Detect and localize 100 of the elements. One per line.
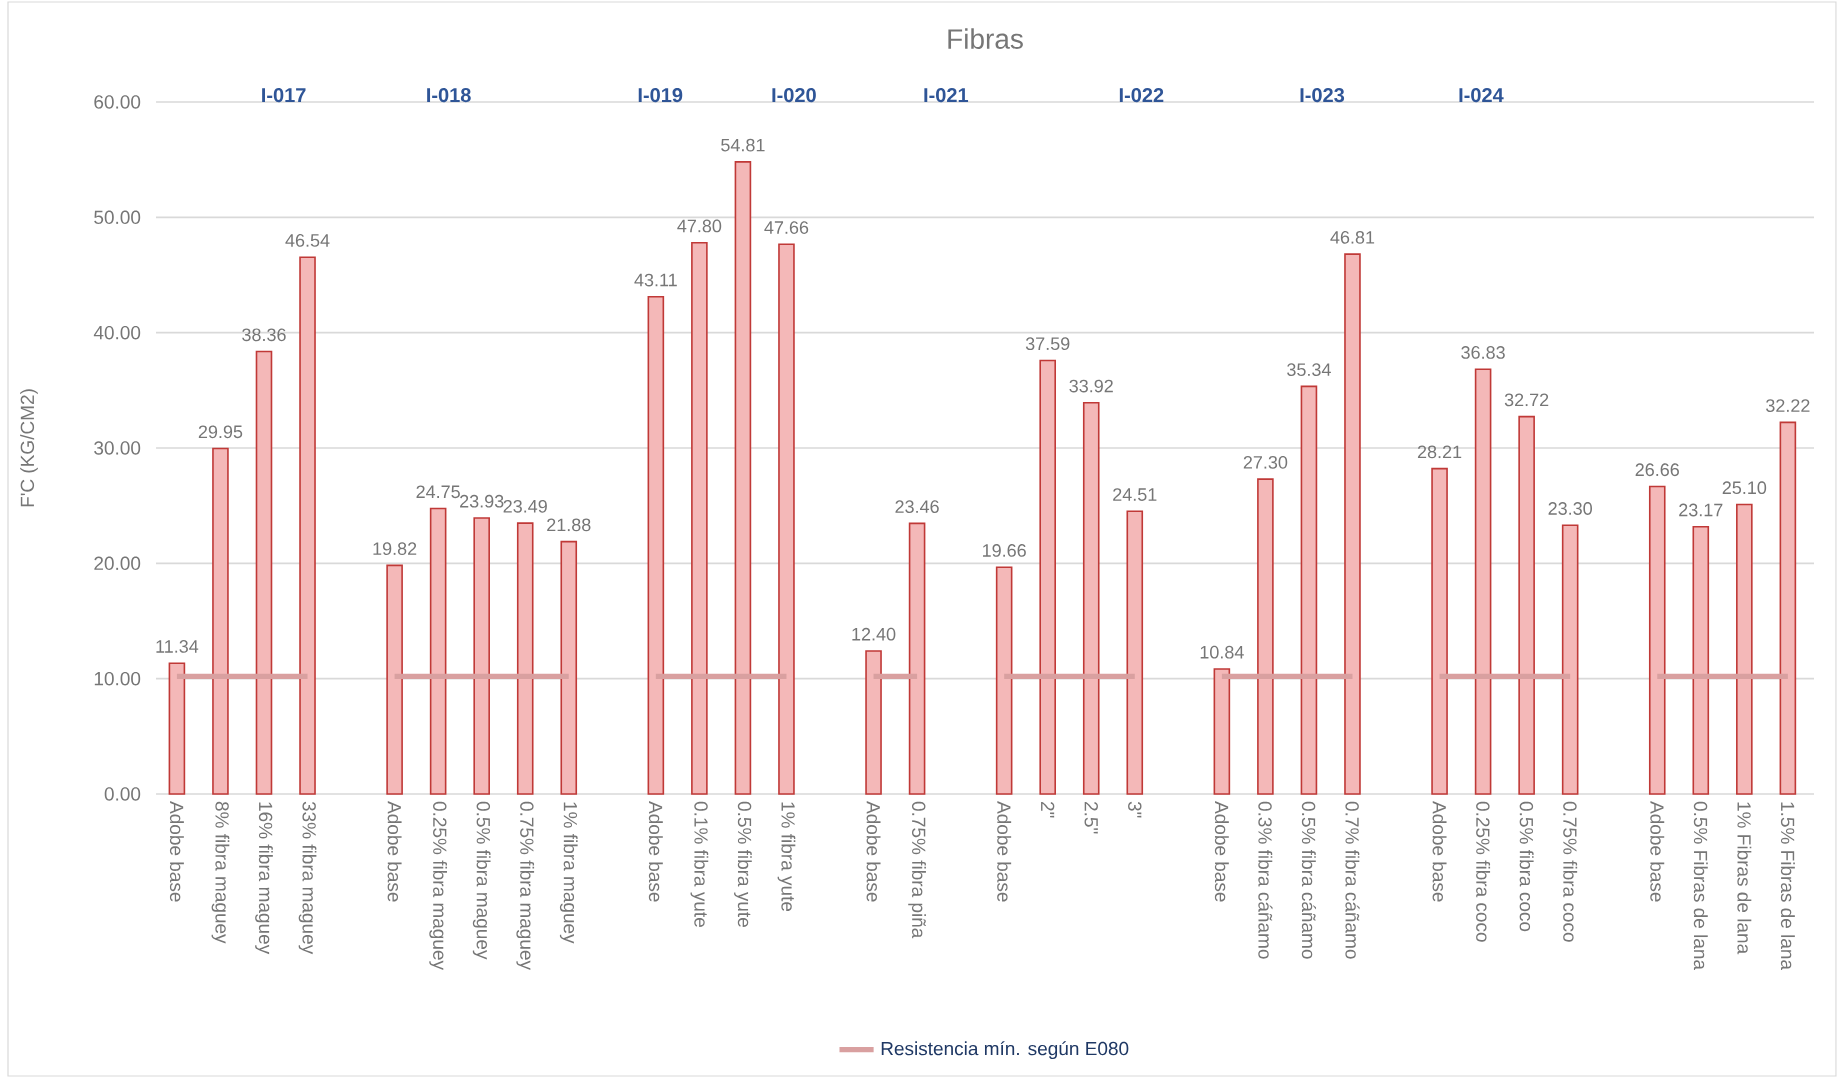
x-tick-label: Adobe base xyxy=(169,801,184,902)
data-label: 25.10 xyxy=(1722,481,1767,495)
x-tick-label: Adobe base xyxy=(648,801,663,902)
x-tick-label: 1% fibra maguey xyxy=(559,802,578,944)
y-tick-label: 40.00 xyxy=(93,325,141,340)
bar xyxy=(168,662,186,795)
chart-title: Fibras xyxy=(948,28,1023,49)
bar xyxy=(299,256,316,795)
bar xyxy=(1648,485,1666,795)
x-tick-label: 0.1% fibra yute xyxy=(690,801,709,927)
data-label: 32.72 xyxy=(1504,393,1549,407)
annotation: I-024 xyxy=(1459,88,1504,103)
x-tick-label: 0.5% Fibras de lana xyxy=(1693,801,1708,971)
data-label: 24.51 xyxy=(1113,488,1157,501)
x-tick-label: 2" xyxy=(1041,802,1055,818)
bar xyxy=(778,243,795,795)
data-label: 47.66 xyxy=(764,221,809,234)
bar xyxy=(1518,415,1535,795)
data-label: 37.59 xyxy=(1025,337,1070,351)
bar xyxy=(1779,421,1797,795)
bar xyxy=(1082,401,1100,795)
y-tick-label: 60.00 xyxy=(94,95,141,109)
data-label: 46.81 xyxy=(1330,230,1375,244)
bar xyxy=(865,650,882,795)
bar xyxy=(212,447,229,795)
x-tick-label: Adobe base xyxy=(1432,801,1447,902)
data-label: 11.34 xyxy=(156,640,199,653)
annotation: I-022 xyxy=(1119,88,1164,103)
data-label: 27.30 xyxy=(1243,455,1288,469)
x-tick-label: Adobe base xyxy=(1650,801,1665,902)
data-label: 54.81 xyxy=(721,138,765,152)
bar xyxy=(1431,467,1448,795)
x-tick-label: 0.5% fibra maguey xyxy=(472,801,491,960)
y-tick-label: 0.00 xyxy=(104,787,141,801)
data-label: 19.82 xyxy=(373,542,417,556)
data-label: 23.46 xyxy=(895,500,939,514)
bar xyxy=(1344,253,1361,795)
annotation: I-019 xyxy=(638,88,683,103)
bar xyxy=(1213,668,1231,795)
data-label: 35.34 xyxy=(1287,363,1331,377)
annotation: I-018 xyxy=(427,88,471,103)
y-tick-label: 30.00 xyxy=(94,441,141,455)
x-tick-label: 2.5" xyxy=(1084,802,1098,834)
annotation: I-021 xyxy=(924,88,969,103)
x-tick-label: 1% fibra yute xyxy=(777,802,796,912)
x-tick-label: 16% fibra maguey xyxy=(255,802,273,955)
x-tick-label: 0.7% fibra cáñamo xyxy=(1345,801,1360,959)
x-tick-label: 0.75% fibra piña xyxy=(908,801,926,939)
data-label: 29.95 xyxy=(198,425,243,439)
data-label: 26.66 xyxy=(1635,463,1679,477)
bar xyxy=(1474,368,1492,795)
legend-label: Resistencia mín. según E080 xyxy=(881,1041,1129,1060)
x-tick-label: 0.5% fibra cáñamo xyxy=(1301,801,1317,959)
data-label: 28.21 xyxy=(1417,445,1462,459)
bar xyxy=(1561,524,1579,795)
bar xyxy=(691,241,708,795)
y-axis-title: F'C (KG/CM2) xyxy=(20,389,38,507)
x-tick-label: 0.75% fibra maguey xyxy=(516,801,535,970)
bar xyxy=(995,566,1013,795)
y-tick-label: 20.00 xyxy=(94,556,141,571)
y-tick-label: 50.00 xyxy=(94,210,141,225)
bar xyxy=(647,295,665,795)
x-tick-label: Adobe base xyxy=(1214,801,1229,902)
x-tick-label: 1.5% Fibras de lana xyxy=(1780,802,1795,971)
bar xyxy=(1039,359,1056,795)
x-tick-label: 8% fibra maguey xyxy=(211,801,230,944)
x-tick-label: 0.25% fibra coco xyxy=(1476,801,1491,942)
bar xyxy=(1126,510,1144,795)
bar xyxy=(1300,385,1318,795)
data-label: 12.40 xyxy=(852,627,896,641)
x-tick-label: Adobe base xyxy=(997,801,1012,902)
data-label: 19.66 xyxy=(983,544,1026,557)
annotation: I-020 xyxy=(772,88,816,103)
bar xyxy=(1257,478,1274,795)
data-label: 36.83 xyxy=(1461,346,1505,359)
x-tick-label: 0.25% fibra maguey xyxy=(429,801,448,970)
bar xyxy=(255,350,273,795)
data-label: 21.88 xyxy=(547,518,591,532)
annotation: I-023 xyxy=(1300,88,1345,103)
bar xyxy=(473,517,490,795)
data-label: 23.17 xyxy=(1679,503,1723,517)
x-tick-label: 33% fibra maguey xyxy=(298,801,317,955)
data-label: 23.49 xyxy=(503,499,547,513)
data-label: 10.84 xyxy=(1200,645,1244,659)
x-tick-label: 0.75% fibra coco xyxy=(1563,801,1578,942)
y-tick-label: 10.00 xyxy=(94,671,141,686)
data-label: 33.92 xyxy=(1069,379,1113,393)
bar xyxy=(516,522,534,795)
x-tick-label: Adobe base xyxy=(866,801,881,902)
x-tick-label: 3" xyxy=(1128,801,1142,818)
bar xyxy=(734,161,752,795)
data-label: 24.75 xyxy=(416,485,460,499)
data-label: 46.54 xyxy=(285,234,330,247)
bar xyxy=(386,564,403,795)
data-label: 38.36 xyxy=(242,328,286,342)
x-tick-label: 0.5% fibra coco xyxy=(1519,801,1534,932)
x-tick-label: 0.3% fibra cáñamo xyxy=(1258,801,1273,959)
x-tick-label: 1% Fibras de lana xyxy=(1737,802,1752,955)
data-label: 43.11 xyxy=(634,273,677,287)
x-tick-label: Adobe base xyxy=(387,801,402,902)
